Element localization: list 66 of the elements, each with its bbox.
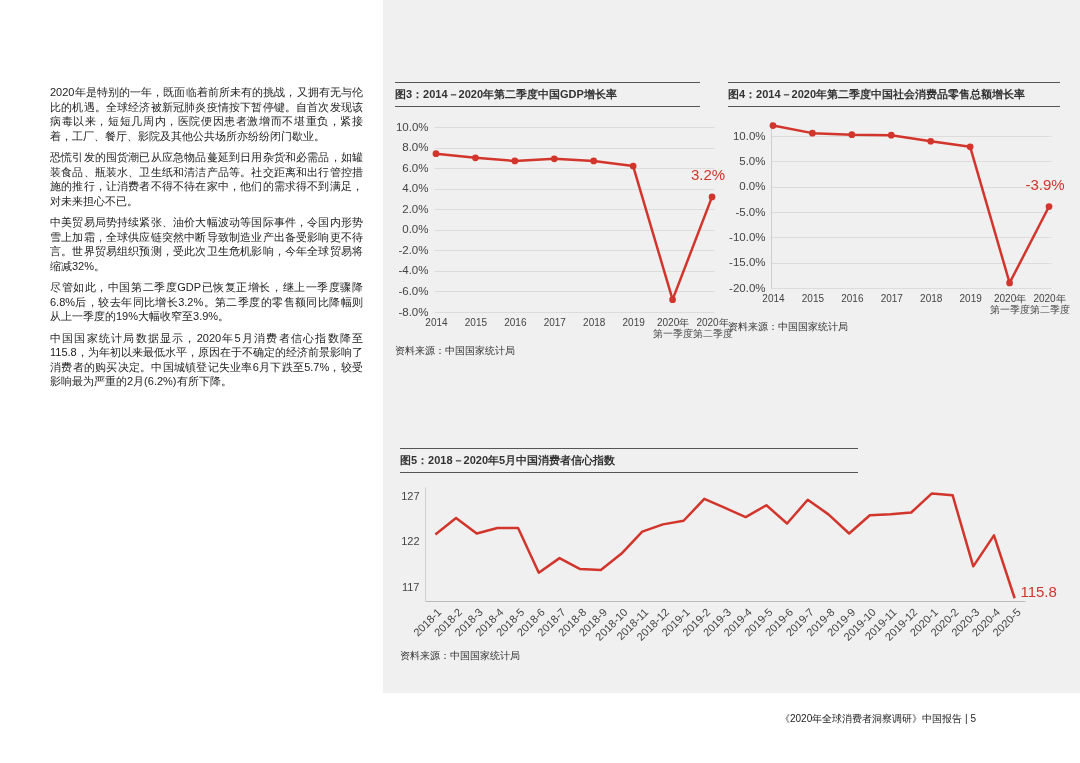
y-tick-label: 127 xyxy=(401,489,420,502)
point xyxy=(848,131,856,139)
x-tick-label: 2015 xyxy=(464,316,488,328)
chart-title: 图3：2014－2020年第二季度中国GDP增长率 xyxy=(395,82,700,107)
x-tick-label: 2017 xyxy=(880,292,904,304)
y-tick-label: 0.0% xyxy=(739,180,766,193)
chart-title: 图4：2014－2020年第二季度中国社会消费品零售总额增长率 xyxy=(728,82,1060,107)
y-tick-label: 2.0% xyxy=(402,202,429,215)
data-label: 3.2% xyxy=(690,165,726,183)
x-tick-label: 2014 xyxy=(425,316,449,328)
y-tick-label: -20.0% xyxy=(729,281,766,294)
y-tick-label: 10.0% xyxy=(395,120,429,133)
text: 中美贸易局势持续紧张、油价大幅波动等国际事件，令国内形势雪上加霜，全球供应链突然中断导致制造业产出备受影响更不待言。世界贸易组织预测，受此次卫生危机影响，今年全球贸易将缩减32%。 xyxy=(50,215,363,273)
point xyxy=(927,137,935,145)
x-tick-label: 2016 xyxy=(504,316,527,328)
x-tick-label: 2017 xyxy=(543,316,567,328)
y-tick-label: -15.0% xyxy=(729,256,766,269)
y-tick-label: 6.0% xyxy=(402,161,429,174)
text: 资料来源：中国国家统计局 xyxy=(395,344,516,358)
line-series xyxy=(434,492,1016,600)
point xyxy=(472,154,479,162)
x-tick-label: 2019 xyxy=(959,292,983,304)
point xyxy=(966,143,974,151)
y-tick-label: -2.0% xyxy=(398,243,429,256)
point xyxy=(629,162,637,170)
y-tick-label: -10.0% xyxy=(729,230,766,243)
x-tick-label: 2019 xyxy=(622,316,646,328)
x-tick-label: 2015 xyxy=(801,292,825,304)
point xyxy=(887,131,895,139)
point xyxy=(769,122,777,129)
text: 资料来源：中国国家统计局 xyxy=(400,649,521,663)
text: 《2020年全球消费者洞察调研》中国报告 | 5 xyxy=(780,712,976,726)
y-tick-label: 10.0% xyxy=(732,129,766,142)
y-tick-label: 117 xyxy=(401,580,420,593)
data-label: -3.9% xyxy=(1025,175,1065,193)
x-tick-label: 2020年第二季度 xyxy=(1029,292,1070,315)
x-tick-label: 2020年第一季度 xyxy=(653,316,694,339)
y-tick-label: 122 xyxy=(401,535,420,548)
point xyxy=(511,157,519,165)
y-tick-label: -4.0% xyxy=(398,264,429,277)
point xyxy=(550,155,558,163)
point xyxy=(1006,279,1013,287)
x-tick-label: 2018 xyxy=(583,316,606,328)
data-label: 115.8 xyxy=(1020,583,1057,601)
x-tick-label: 2014 xyxy=(762,292,786,304)
y-tick-label: -6.0% xyxy=(398,284,429,297)
x-tick-label: 2020年第一季度 xyxy=(990,292,1031,315)
text: 恐慌引发的囤货潮已从应急物品蔓延到日用杂货和必需品，如罐装食品、瓶装水、卫生纸和清洁产品等。社交距离和出行管控措施的推行，让消费者不得不待在家中，他们的需求得不到满足，对未来担心不已。 xyxy=(50,150,363,208)
point xyxy=(809,129,816,137)
x-tick-label: 2016 xyxy=(841,292,864,304)
point xyxy=(708,193,716,201)
y-tick-label: 5.0% xyxy=(739,154,766,167)
point xyxy=(669,296,676,304)
y-tick-label: 8.0% xyxy=(402,141,429,154)
text: 尽管如此，中国第二季度GDP已恢复正增长，继上一季度骤降6.8%后，较去年同比增长3.2%。第二季度的零售额同比降幅则从上一季度的19%大幅收窄至3.9%。 xyxy=(50,280,363,324)
y-tick-label: -5.0% xyxy=(735,205,766,218)
y-tick-label: 4.0% xyxy=(402,182,429,195)
point xyxy=(590,157,598,165)
point xyxy=(432,150,440,158)
text: 中国国家统计局数据显示，2020年5月消费者信心指数降至115.8，为年初以来最低水平，原因在于不确定的经济前景影响了消费者的购买决定。中国城镇登记失业率6月下跌至5.7%，较受影响最为严重的2月(6.2%)有所下降。 xyxy=(50,330,363,389)
point xyxy=(1045,203,1053,210)
x-tick-label: 2018 xyxy=(920,292,943,304)
text: 2020年是特别的一年，既面临着前所未有的挑战，又拥有无与伦比的机遇。全球经济被新冠肺炎疫情按下暂停键。自首次发现该病毒以来，短短几周内，医院便因患者激增而不堪重负，紧接着，工厂、餐厅、影院及其他公共场所亦纷纷闭门歇业。 xyxy=(50,85,363,143)
y-tick-label: -8.0% xyxy=(398,305,429,318)
chart-title: 图5：2018－2020年5月中国消费者信心指数 xyxy=(400,448,858,473)
y-tick-label: 0.0% xyxy=(402,223,429,236)
